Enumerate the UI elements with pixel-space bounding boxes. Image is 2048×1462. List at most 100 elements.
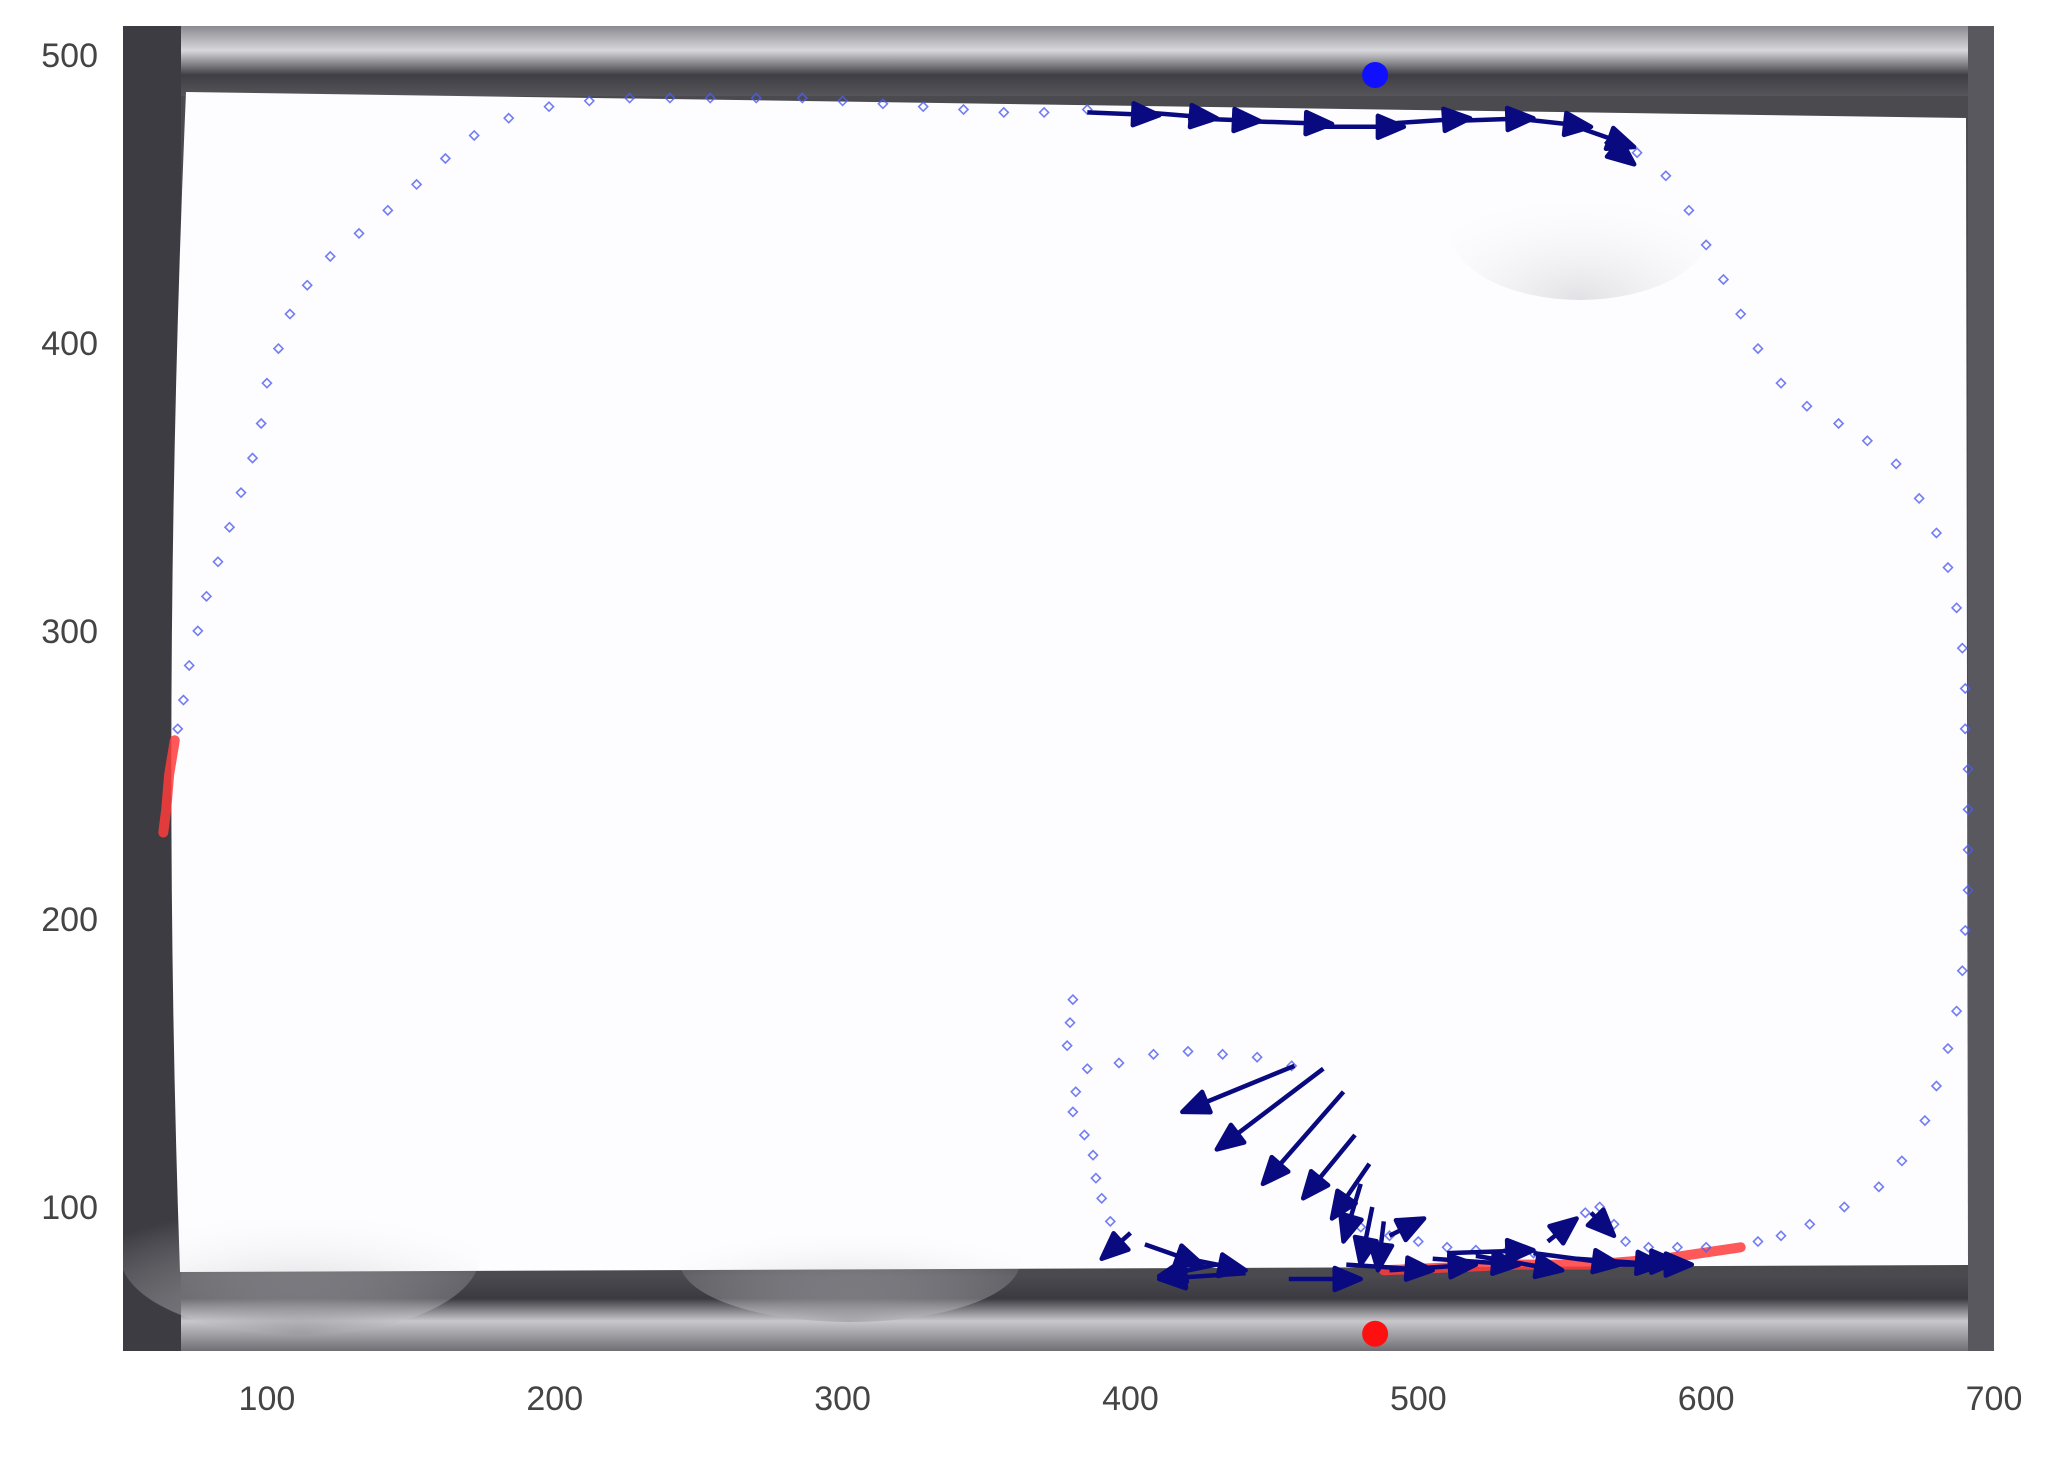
trajectory-point: [353, 227, 365, 240]
velocity-arrow: [1338, 1183, 1364, 1244]
trajectory-point: [1070, 1086, 1082, 1098]
blue-goal-marker: [1362, 61, 1389, 88]
trajectory-point: [1896, 1155, 1908, 1167]
velocity-arrow: [1260, 1090, 1346, 1187]
trajectory-point: [223, 521, 236, 533]
trajectory-point: [200, 590, 213, 602]
velocity-arrow: [1352, 1206, 1379, 1267]
trajectory-point: [183, 659, 195, 672]
velocity-arrow: [1603, 137, 1637, 167]
trajectory-point: [1090, 1172, 1102, 1184]
arena-floor-shadow: [680, 1202, 1020, 1322]
y-tick-label: 400: [41, 325, 98, 363]
trajectory-point: [1919, 1114, 1931, 1127]
velocity-arrow: [1214, 1066, 1325, 1152]
x-tick-label: 200: [526, 1380, 583, 1418]
trajectory-point: [1942, 561, 1954, 574]
trajectory-point: [1061, 1040, 1073, 1052]
arena-right-wall: [1968, 26, 1994, 1351]
trajectory-point: [1104, 1215, 1116, 1228]
trajectory-point: [796, 92, 808, 104]
velocity-arrow: [1383, 106, 1473, 134]
y-axis-ticks: 100 200 300 400 500: [41, 37, 98, 1227]
velocity-arrow: [1585, 1207, 1617, 1239]
velocity-arrow: [1447, 105, 1536, 133]
trajectory-point: [1251, 1051, 1263, 1063]
trajectory-point: [1700, 239, 1712, 251]
x-tick-label: 300: [814, 1380, 871, 1418]
y-tick-label: 500: [41, 37, 98, 75]
goal-markers: [1362, 61, 1389, 1347]
trajectory-point: [1801, 400, 1813, 412]
trajectory-point: [1913, 492, 1925, 505]
trajectory-point: [957, 103, 970, 116]
trajectory-point: [1930, 527, 1943, 539]
y-tick-label: 200: [41, 901, 98, 939]
trajectory-point: [1956, 642, 1968, 654]
velocity-arrow: [1300, 1133, 1357, 1201]
arena-floor-shadow: [1450, 160, 1710, 300]
trajectory-point: [1470, 1244, 1482, 1256]
trajectory-point: [1962, 884, 1974, 896]
trajectory-point: [1683, 204, 1695, 216]
y-tick-label: 100: [41, 1189, 98, 1227]
velocity-arrow: [1288, 1265, 1363, 1293]
trajectory-point: [583, 95, 595, 107]
velocity-arrow: [1087, 101, 1162, 128]
velocity-arrow: [1329, 1162, 1372, 1221]
trajectory-point: [543, 101, 555, 113]
x-tick-label: 100: [239, 1380, 296, 1418]
trajectory-point: [246, 452, 259, 464]
trajectory-point: [1081, 1063, 1093, 1075]
velocity-arrow: [1367, 1221, 1395, 1273]
trajectory-point: [1113, 1057, 1125, 1069]
x-tick-label: 400: [1102, 1380, 1159, 1418]
trajectory-point: [1147, 1048, 1160, 1060]
trajectory-point: [1700, 1241, 1712, 1253]
trajectory-point: [1950, 1005, 1963, 1017]
trajectory-point: [1959, 723, 1971, 735]
red-goal-marker: [1362, 1320, 1389, 1347]
velocity-arrow: [1513, 110, 1594, 138]
trajectory-point: [877, 98, 889, 110]
x-tick-label: 700: [1966, 1380, 2023, 1418]
velocity-arrow: [1099, 1231, 1133, 1262]
trajectory-point: [1962, 844, 1974, 856]
velocity-arrow: [1546, 1216, 1579, 1246]
trajectory-point: [1096, 1192, 1108, 1204]
velocity-arrow: [1156, 1264, 1246, 1291]
trajectory-point: [917, 101, 929, 113]
trajectory-point: [255, 417, 267, 430]
trajectory-point: [1717, 273, 1730, 286]
trajectory-point: [1216, 1048, 1229, 1060]
trajectory-point: [1959, 682, 1971, 695]
trajectory-point: [177, 694, 190, 706]
trajectory-point: [1942, 1042, 1954, 1055]
velocity-arrows: [1087, 101, 1695, 1293]
trajectory-point: [1832, 417, 1845, 430]
trajectory-point: [284, 308, 296, 320]
trajectory-point: [1930, 1080, 1943, 1092]
trajectory-point: [1890, 458, 1902, 470]
arena-floor-shadow: [120, 1175, 480, 1335]
trajectory-point: [1078, 1129, 1091, 1141]
trajectory-point: [324, 250, 336, 263]
trajectory-point: [1412, 1235, 1424, 1248]
trajectory-point: [1950, 602, 1963, 614]
trajectory-point: [1752, 1235, 1764, 1248]
red-trajectory-segment: [158, 735, 180, 838]
trajectory-point: [1775, 377, 1787, 389]
trajectory-point: [1671, 1241, 1684, 1253]
trajectory-point: [1182, 1045, 1194, 1058]
trajectory-point: [1959, 924, 1971, 937]
trajectory-point: [212, 556, 224, 568]
trajectory-point: [998, 106, 1010, 119]
trajectory-point: [468, 129, 480, 142]
trajectory-point: [1962, 763, 1974, 775]
trajectory-point: [503, 112, 515, 124]
trajectory-point: [1087, 1149, 1099, 1161]
trajectory-point: [1631, 147, 1643, 159]
trajectory-point: [172, 723, 184, 735]
trajectory-point: [1067, 1106, 1079, 1118]
trajectory-point: [1804, 1218, 1816, 1230]
